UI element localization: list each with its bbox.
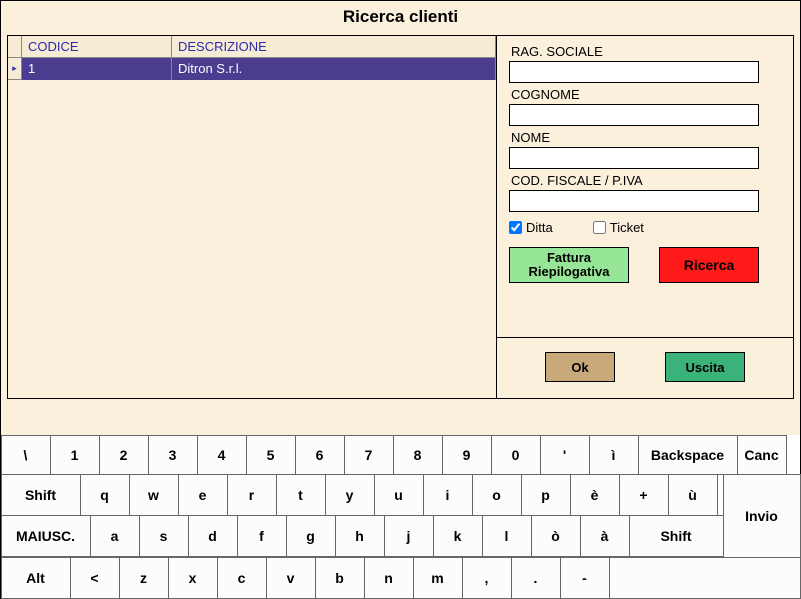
key-i[interactable]: i (423, 474, 473, 516)
key-invio[interactable]: Invio (723, 474, 801, 558)
key-x[interactable]: x (168, 557, 218, 599)
results-table: CODICE DESCRIZIONE ▸ 1 Ditron S.r.l. (7, 35, 497, 399)
key-l[interactable]: l (482, 515, 532, 557)
fattura-line2: Riepilogativa (529, 265, 610, 279)
on-screen-keyboard: \1234567890'ìBackspaceCanc Shiftqwertyui… (1, 435, 800, 598)
label-cod-fiscale: COD. FISCALE / P.IVA (511, 173, 783, 188)
uscita-button[interactable]: Uscita (665, 352, 745, 382)
checkbox-ditta-label: Ditta (526, 220, 553, 235)
ricerca-button[interactable]: Ricerca (659, 247, 759, 283)
key-è[interactable]: è (570, 474, 620, 516)
key-maiusc[interactable]: MAIUSC. (1, 515, 91, 557)
search-form: RAG. SOCIALE COGNOME NOME COD. FISCALE /… (497, 35, 794, 399)
label-rag-sociale: RAG. SOCIALE (511, 44, 783, 59)
key-o[interactable]: o (472, 474, 522, 516)
key-w[interactable]: w (129, 474, 179, 516)
key-e[interactable]: e (178, 474, 228, 516)
key-t[interactable]: t (276, 474, 326, 516)
key-1[interactable]: 1 (50, 435, 100, 475)
key-shift-left[interactable]: Shift (1, 474, 81, 516)
checkbox-ticket[interactable] (593, 221, 606, 234)
key-.[interactable]: . (511, 557, 561, 599)
key-2[interactable]: 2 (99, 435, 149, 475)
key-6[interactable]: 6 (295, 435, 345, 475)
key-k[interactable]: k (433, 515, 483, 557)
key-'[interactable]: ' (540, 435, 590, 475)
cell-desc: Ditron S.r.l. (172, 58, 496, 80)
input-rag-sociale[interactable] (509, 61, 759, 83)
key-g[interactable]: g (286, 515, 336, 557)
key-c[interactable]: c (217, 557, 267, 599)
key-q[interactable]: q (80, 474, 130, 516)
key-<[interactable]: < (70, 557, 120, 599)
key-blank (609, 557, 801, 599)
key-\[interactable]: \ (1, 435, 51, 475)
cell-code: 1 (22, 58, 172, 80)
key-canc[interactable]: Canc (737, 435, 787, 475)
key-ì[interactable]: ì (589, 435, 639, 475)
key-s[interactable]: s (139, 515, 189, 557)
key-n[interactable]: n (364, 557, 414, 599)
label-nome: NOME (511, 130, 783, 145)
column-header-desc[interactable]: DESCRIZIONE (172, 36, 496, 58)
ok-button[interactable]: Ok (545, 352, 615, 382)
column-header-code[interactable]: CODICE (22, 36, 172, 58)
key-p[interactable]: p (521, 474, 571, 516)
key-7[interactable]: 7 (344, 435, 394, 475)
key-shift-right[interactable]: Shift (629, 515, 724, 557)
key-r[interactable]: r (227, 474, 277, 516)
key-h[interactable]: h (335, 515, 385, 557)
key-y[interactable]: y (325, 474, 375, 516)
key-u[interactable]: u (374, 474, 424, 516)
input-cognome[interactable] (509, 104, 759, 126)
table-row[interactable]: ▸ 1 Ditron S.r.l. (8, 58, 496, 80)
key-4[interactable]: 4 (197, 435, 247, 475)
input-nome[interactable] (509, 147, 759, 169)
key-v[interactable]: v (266, 557, 316, 599)
key-ù[interactable]: ù (668, 474, 718, 516)
key-8[interactable]: 8 (393, 435, 443, 475)
key--[interactable]: - (560, 557, 610, 599)
key-f[interactable]: f (237, 515, 287, 557)
key-à[interactable]: à (580, 515, 630, 557)
input-cod-fiscale[interactable] (509, 190, 759, 212)
key-a[interactable]: a (90, 515, 140, 557)
checkbox-ditta[interactable] (509, 221, 522, 234)
key-5[interactable]: 5 (246, 435, 296, 475)
key-backspace[interactable]: Backspace (638, 435, 738, 475)
fattura-line1: Fattura (547, 251, 591, 265)
table-corner (8, 36, 22, 58)
checkbox-ditta-wrap[interactable]: Ditta (509, 220, 553, 235)
key-3[interactable]: 3 (148, 435, 198, 475)
key-d[interactable]: d (188, 515, 238, 557)
checkbox-ticket-wrap[interactable]: Ticket (593, 220, 644, 235)
key-0[interactable]: 0 (491, 435, 541, 475)
fattura-riepilogativa-button[interactable]: Fattura Riepilogativa (509, 247, 629, 283)
key-m[interactable]: m (413, 557, 463, 599)
key-alt[interactable]: Alt (1, 557, 71, 599)
row-marker: ▸ (8, 58, 22, 80)
key-z[interactable]: z (119, 557, 169, 599)
key-+[interactable]: + (619, 474, 669, 516)
key-ò[interactable]: ò (531, 515, 581, 557)
key-j[interactable]: j (384, 515, 434, 557)
key-9[interactable]: 9 (442, 435, 492, 475)
label-cognome: COGNOME (511, 87, 783, 102)
page-title: Ricerca clienti (1, 1, 800, 35)
key-b[interactable]: b (315, 557, 365, 599)
key-,[interactable]: , (462, 557, 512, 599)
checkbox-ticket-label: Ticket (610, 220, 644, 235)
